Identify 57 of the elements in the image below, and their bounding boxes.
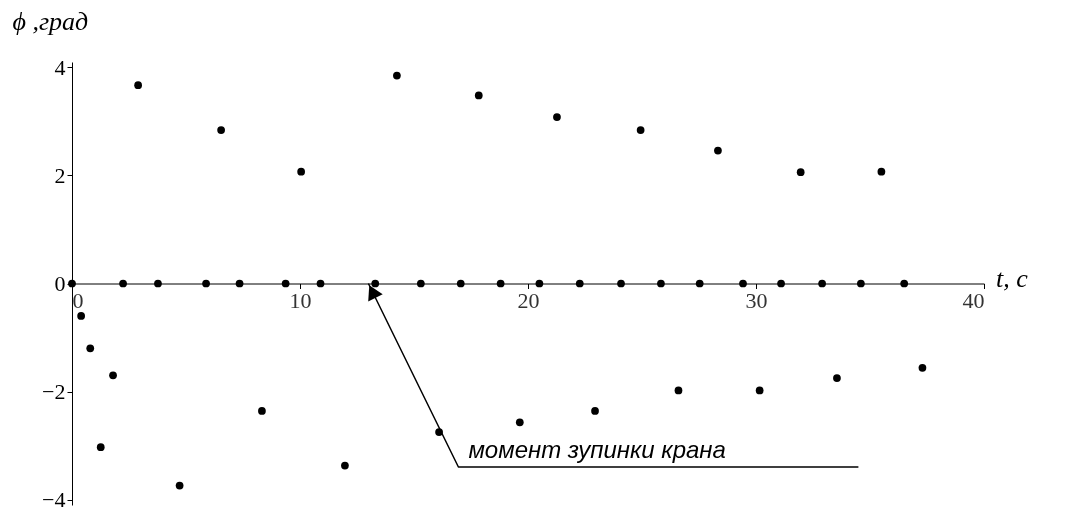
point <box>474 91 483 100</box>
y-tick-label: 2 <box>54 162 66 188</box>
point <box>535 279 544 288</box>
point <box>674 386 683 395</box>
point <box>877 167 886 176</box>
point <box>456 279 465 288</box>
point <box>217 126 225 134</box>
y-tick-label: 0 <box>54 271 66 296</box>
x-tick-label: 40 <box>962 288 985 313</box>
point <box>416 279 425 288</box>
point <box>109 371 117 380</box>
point <box>575 279 584 288</box>
point <box>695 279 704 288</box>
point <box>553 113 561 121</box>
x-tick-label: 0 <box>72 288 84 313</box>
point <box>134 81 142 90</box>
point <box>175 481 184 490</box>
point <box>316 279 325 288</box>
point <box>371 279 380 288</box>
point <box>235 279 244 288</box>
point <box>202 279 210 288</box>
point <box>341 461 349 470</box>
point <box>617 279 625 288</box>
point <box>435 428 443 436</box>
point <box>755 386 764 395</box>
x-tick-label: 10 <box>289 288 312 313</box>
point <box>918 363 927 372</box>
point <box>154 279 162 288</box>
point <box>796 168 805 177</box>
point <box>739 279 747 288</box>
point <box>393 71 401 80</box>
y-tick-label: −4 <box>42 487 66 513</box>
point <box>297 167 306 176</box>
point <box>777 279 785 288</box>
point <box>515 418 524 427</box>
point <box>857 279 865 288</box>
y-tick-label: −2 <box>42 379 66 405</box>
point <box>900 279 909 288</box>
point <box>96 443 105 452</box>
point <box>591 407 599 415</box>
point <box>636 126 645 134</box>
point <box>818 279 826 288</box>
point <box>657 279 665 288</box>
y-axis-title: ϕ ,град <box>12 6 89 36</box>
point <box>86 344 95 353</box>
point <box>714 146 722 155</box>
point <box>833 374 841 382</box>
y-tick-label: 4 <box>54 54 66 80</box>
point <box>496 279 505 288</box>
point <box>258 407 266 415</box>
x-tick-label: 20 <box>517 288 540 313</box>
x-tick-label: 30 <box>745 288 768 313</box>
annotation: момент зупинки крана <box>468 436 726 463</box>
point <box>281 279 290 288</box>
point <box>77 312 85 320</box>
x-axis-title: t, c <box>996 263 1029 293</box>
point <box>119 279 127 288</box>
